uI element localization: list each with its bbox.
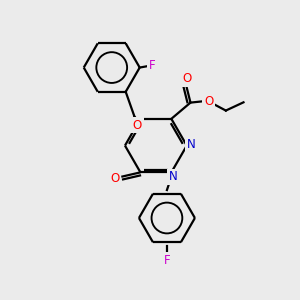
Text: N: N	[187, 138, 196, 151]
Text: F: F	[149, 59, 155, 72]
Text: O: O	[182, 72, 192, 85]
Text: F: F	[164, 254, 170, 267]
Text: O: O	[110, 172, 119, 185]
Text: N: N	[168, 170, 177, 183]
Text: O: O	[133, 118, 142, 132]
Text: O: O	[204, 94, 213, 108]
